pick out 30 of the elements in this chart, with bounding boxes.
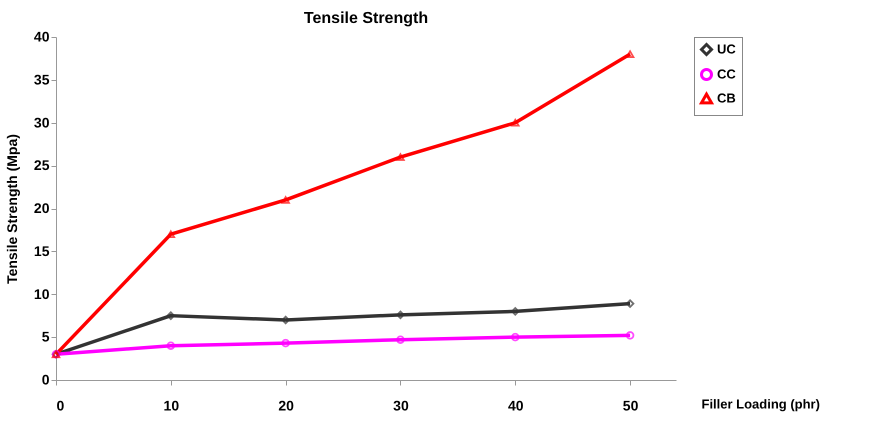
- y-axis-title: Tensile Strength (Mpa): [4, 134, 20, 284]
- chart-title: Tensile Strength: [304, 10, 428, 27]
- point: [626, 331, 634, 340]
- y-tick-label: 10: [34, 286, 50, 302]
- legend-label: CB: [717, 90, 736, 106]
- x-tick-label: 10: [164, 398, 180, 414]
- point: [511, 118, 520, 127]
- x-tick-label: 20: [278, 398, 294, 414]
- point: [396, 335, 405, 344]
- x-axis-title: Filler Loading (phr): [702, 396, 820, 412]
- x-tick-label: 40: [508, 398, 524, 414]
- point: [166, 341, 176, 350]
- y-tick-label: 5: [42, 328, 50, 345]
- point: [511, 332, 520, 342]
- y-tick-label: 15: [34, 242, 50, 259]
- legend-label: UC: [717, 42, 736, 56]
- legend-label: CC: [717, 66, 736, 82]
- point: [396, 153, 405, 161]
- point: [281, 196, 290, 204]
- y-tick-label: 30: [34, 114, 50, 130]
- x-tick-label: 0: [56, 398, 64, 414]
- x-tick-label: 30: [393, 398, 409, 414]
- point: [281, 338, 290, 348]
- y-tick-label: 40: [34, 28, 50, 44]
- y-tick-label: 20: [34, 200, 50, 216]
- point: [626, 299, 634, 308]
- y-tick-label: 25: [34, 157, 50, 174]
- y-tick-label: 35: [34, 71, 50, 88]
- y-tick-label: 0: [42, 372, 50, 388]
- x-tick-label: 50: [622, 398, 639, 414]
